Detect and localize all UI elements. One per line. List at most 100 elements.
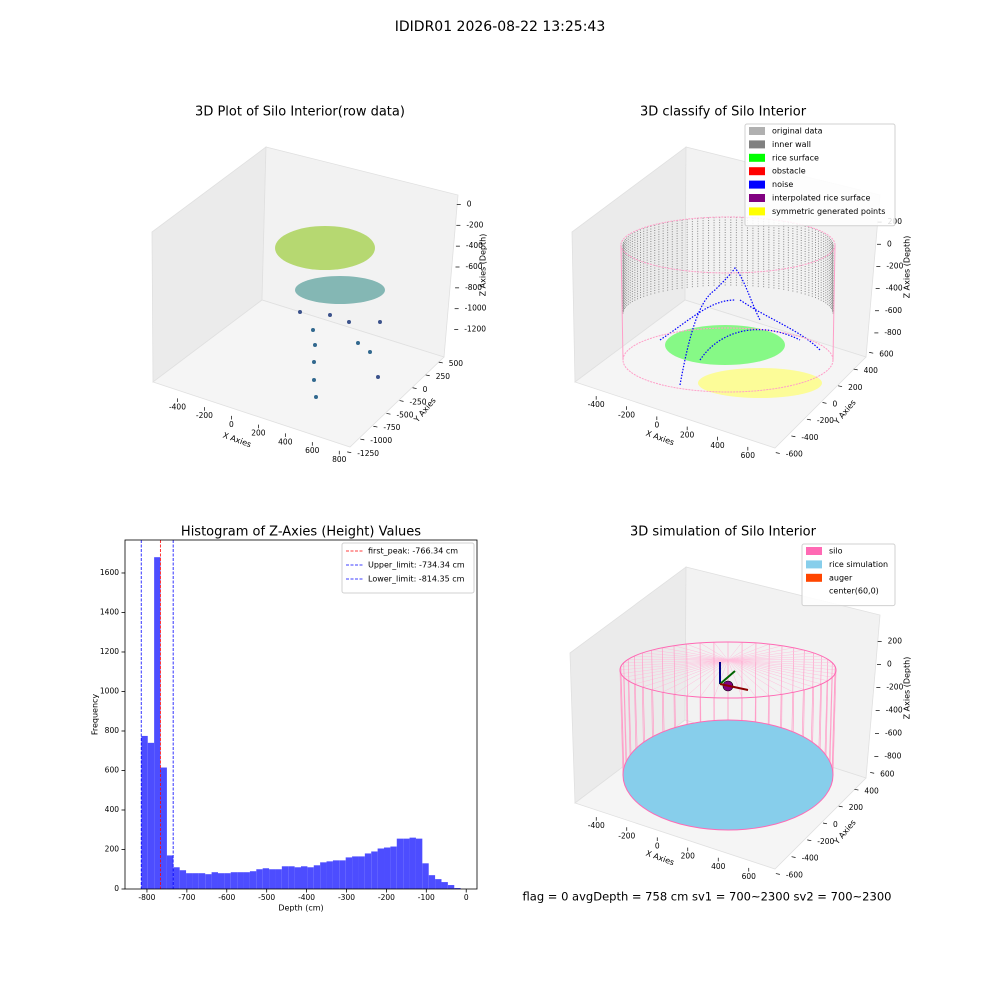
silo-line <box>699 642 702 722</box>
point <box>313 343 317 347</box>
bar <box>326 861 333 889</box>
legend-label: obstacle <box>772 167 806 176</box>
bar <box>249 871 257 889</box>
bar <box>415 838 423 889</box>
noise-points <box>659 267 821 386</box>
x-axis-label: X Axies <box>645 849 676 868</box>
y-tick-label: -200 <box>817 837 834 846</box>
legend-patch <box>749 127 765 135</box>
silo-line <box>727 659 805 691</box>
y-tick <box>438 361 443 364</box>
y-tick <box>838 385 843 387</box>
z-tick-label: -400 <box>466 241 483 250</box>
silo-outline <box>832 244 836 361</box>
legend-label: rice simulation <box>829 560 888 569</box>
bar <box>307 867 314 889</box>
silo-line <box>727 642 743 661</box>
point-cloud-3d <box>620 216 836 398</box>
plot-frame <box>124 539 478 890</box>
x-tick-label: 0 <box>654 420 659 429</box>
y-tick-label: 200 <box>105 844 120 853</box>
y-tick <box>775 873 780 875</box>
x-tick-label: -500 <box>258 893 275 902</box>
y-tick-label: 400 <box>864 786 879 795</box>
y-tick-label: 400 <box>864 366 879 375</box>
silo-line <box>727 659 822 685</box>
silo-line <box>620 666 625 768</box>
silo-line <box>727 659 743 698</box>
bar <box>198 873 206 889</box>
silo-line <box>628 659 729 681</box>
point <box>347 320 351 324</box>
point <box>378 320 382 324</box>
x-tick-label: -100 <box>418 893 435 902</box>
x-tick-label: -700 <box>178 893 195 902</box>
silo-line <box>623 662 627 761</box>
bar <box>345 857 353 889</box>
y-tick-label: -600 <box>786 450 803 459</box>
x-tick-label: 200 <box>681 852 696 861</box>
bar <box>409 837 416 889</box>
silo-line <box>634 659 729 685</box>
silo-line <box>727 659 828 661</box>
legend-label: first_peak: -766.34 cm <box>368 547 458 556</box>
x-tick-label: -400 <box>169 402 186 411</box>
y-tick-label: 1400 <box>100 607 119 616</box>
x-axis-label: X Axies <box>222 431 253 450</box>
bar <box>435 879 442 889</box>
legend-label: rice surface <box>772 153 819 162</box>
legend-label: center(60,0) <box>829 587 879 596</box>
silo-line <box>619 659 729 671</box>
bar <box>396 838 404 889</box>
silo-line <box>619 669 624 776</box>
point-cloud-3d <box>230 172 410 399</box>
point <box>312 378 316 382</box>
silo-line <box>686 644 689 725</box>
silo-line <box>824 659 829 754</box>
legend-patch <box>806 547 822 555</box>
x-tick-label: -200 <box>618 831 635 840</box>
bar <box>294 867 301 889</box>
legend-patch <box>749 194 765 202</box>
auger-arrow <box>719 670 736 685</box>
z-tick-label: -600 <box>885 306 902 315</box>
bar <box>384 847 391 889</box>
silo-line <box>651 659 729 691</box>
z-tick-label: -1000 <box>465 304 487 313</box>
y-tick <box>807 839 812 842</box>
legend-box <box>341 542 475 594</box>
y-tick-label: 1600 <box>100 568 119 577</box>
silo-line <box>662 659 729 693</box>
silo-line <box>727 659 833 678</box>
silo-line <box>628 659 729 661</box>
bar <box>243 872 250 889</box>
x-tick-label: -400 <box>298 893 315 902</box>
legend-box <box>744 123 896 227</box>
bar <box>141 735 148 889</box>
y-tick <box>870 772 875 774</box>
y-tick <box>791 435 796 438</box>
legend-label: inner wall <box>772 140 811 149</box>
bar <box>428 875 436 889</box>
bar <box>288 866 295 889</box>
silo-line <box>727 645 783 661</box>
z-tick-label: 0 <box>467 199 472 208</box>
z-tick-label: -200 <box>886 683 903 692</box>
bar <box>422 863 429 889</box>
y-tick <box>373 425 378 428</box>
x-axis-label: Depth (cm) <box>278 904 323 913</box>
x-tick-label: -400 <box>588 821 605 830</box>
silo-outline <box>620 244 624 361</box>
bar <box>230 872 238 889</box>
bar <box>364 853 372 889</box>
y-tick <box>399 400 404 402</box>
x-tick-label: 0 <box>464 893 469 902</box>
bar <box>332 860 340 889</box>
bar <box>269 869 276 889</box>
bar <box>192 873 199 889</box>
x-tick-label: 400 <box>710 441 725 450</box>
point <box>368 350 372 354</box>
x-tick-label: 0 <box>655 841 660 850</box>
point <box>298 310 302 314</box>
legend-label: silo <box>829 547 843 556</box>
